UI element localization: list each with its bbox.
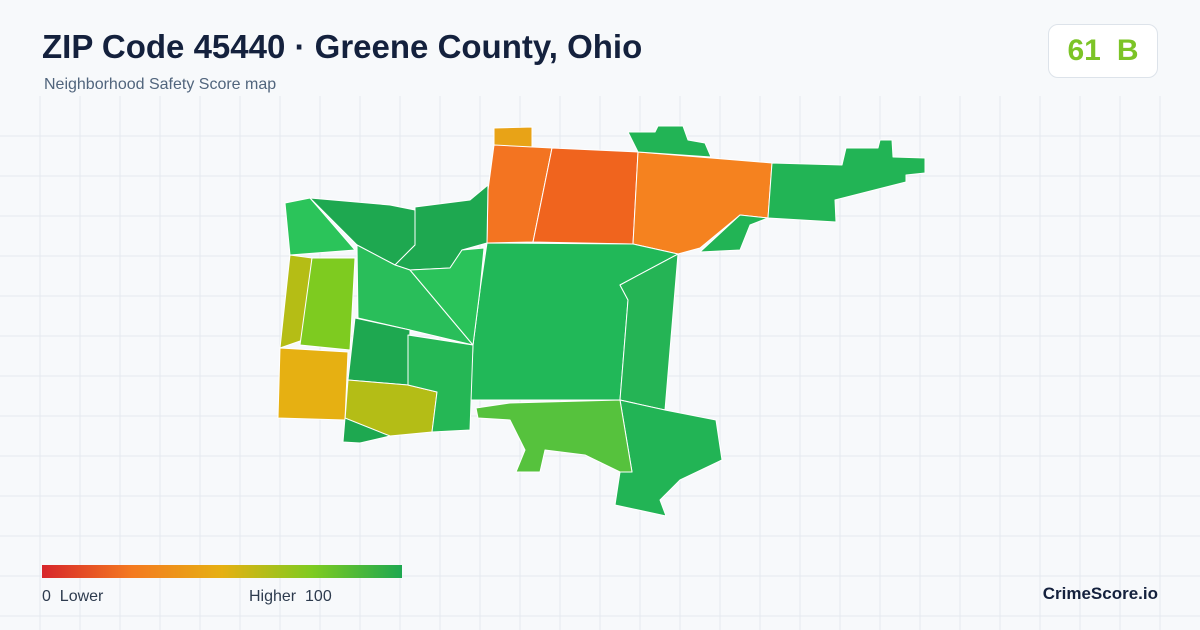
map-area [342,417,391,444]
legend-max-label: Higher [249,588,297,605]
score-badge: 61 B [1048,24,1158,78]
legend-min-label: Lower [59,588,104,605]
legend-gradient [42,565,402,578]
score-grade: B [1116,34,1139,67]
brand: CrimeScore.io [1042,584,1158,603]
legend-min: 0 Lower [42,588,103,606]
map-area [614,399,723,517]
subtitle: Neighborhood Safety Score map [44,76,277,93]
map-area [277,347,349,421]
legend-max-value: 100 [305,588,332,605]
map-area [767,139,926,223]
map-area [699,214,769,253]
map-area [299,257,356,351]
map-area [619,253,679,411]
map-area [475,399,633,473]
map-area [627,125,712,158]
map-area [284,197,356,256]
legend-max: Higher 100 [249,588,332,606]
map-area [532,147,639,245]
map-area [407,334,474,433]
map-area [486,144,553,244]
legend-min-value: 0 [42,588,51,605]
score-value: 61 [1067,34,1101,67]
map-area [347,317,411,386]
map-area [632,151,773,255]
title: ZIP Code 45440 · Greene County, Ohio [42,28,643,65]
